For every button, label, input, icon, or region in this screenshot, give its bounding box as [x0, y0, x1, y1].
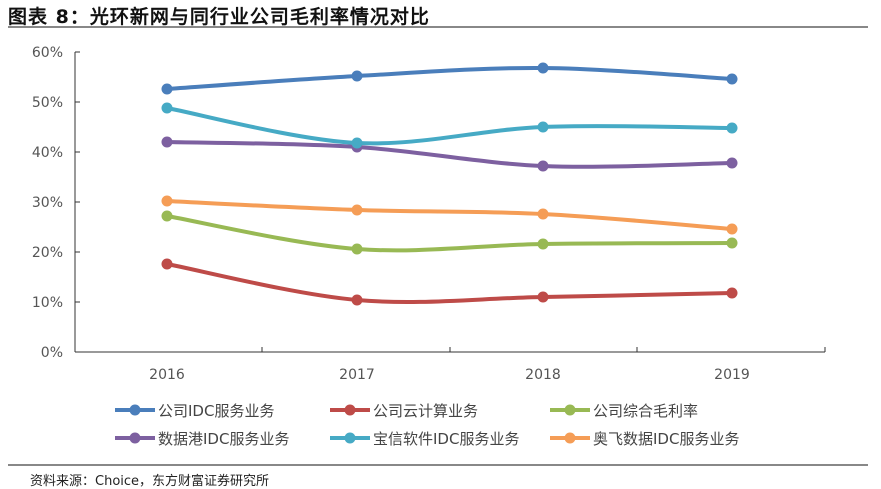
legend-marker-icon	[344, 404, 356, 416]
series-line	[166, 106, 733, 146]
series-line	[166, 262, 733, 305]
title-divider	[8, 26, 868, 28]
series-line	[166, 199, 733, 231]
data-point	[537, 62, 549, 74]
series-5	[161, 195, 738, 235]
data-point	[351, 70, 363, 82]
data-point	[726, 223, 738, 235]
data-point	[161, 83, 173, 95]
legend-item: 数据港IDC服务业务	[115, 430, 289, 448]
data-point	[726, 122, 738, 134]
data-point	[537, 208, 549, 220]
legend-item: 公司综合毛利率	[550, 402, 698, 420]
legend-item: 公司云计算业务	[330, 402, 478, 420]
legend-marker-icon	[129, 404, 141, 416]
legend-label: 公司综合毛利率	[593, 402, 698, 420]
legend-label: 奥飞数据IDC服务业务	[593, 430, 739, 448]
legend-marker-icon	[564, 432, 576, 444]
data-point	[161, 258, 173, 270]
data-point	[726, 73, 738, 85]
legend-item: 公司IDC服务业务	[115, 402, 274, 420]
data-point	[537, 121, 549, 133]
legend-item: 宝信软件IDC服务业务	[330, 430, 519, 448]
legend-label: 公司云计算业务	[373, 402, 478, 420]
series-3	[161, 136, 738, 172]
data-point	[161, 195, 173, 207]
legend-marker-icon	[129, 432, 141, 444]
y-tick-label: 30%	[32, 195, 63, 211]
legend-label: 数据港IDC服务业务	[158, 430, 289, 448]
data-point	[726, 287, 738, 299]
series-line	[166, 65, 733, 91]
y-tick-label: 40%	[32, 145, 63, 161]
y-tick-label: 50%	[32, 95, 63, 111]
source-note: 资料来源：Choice，东方财富证券研究所	[30, 474, 270, 489]
x-tick-label: 2017	[339, 367, 375, 383]
y-tick-label: 0%	[41, 345, 63, 361]
data-point	[351, 204, 363, 216]
data-point	[351, 294, 363, 306]
data-point	[161, 102, 173, 114]
footer-divider	[8, 464, 868, 466]
figure-title: 图表 8：光环新网与同行业公司毛利率情况对比	[8, 6, 430, 28]
series-line	[166, 140, 733, 169]
data-point	[537, 160, 549, 172]
data-point	[351, 137, 363, 149]
data-point	[726, 237, 738, 249]
legend-marker-icon	[564, 404, 576, 416]
data-point	[537, 291, 549, 303]
series-0	[161, 62, 738, 95]
y-tick-label: 20%	[32, 245, 63, 261]
x-tick-label: 2016	[149, 367, 185, 383]
legend-marker-icon	[344, 432, 356, 444]
series-4	[161, 102, 738, 149]
legend-label: 公司IDC服务业务	[158, 402, 274, 420]
data-point	[726, 157, 738, 169]
data-point	[161, 210, 173, 222]
series-2	[161, 210, 738, 255]
data-point	[351, 243, 363, 255]
y-tick-label: 10%	[32, 295, 63, 311]
series-1	[161, 258, 738, 306]
series-line	[166, 214, 733, 253]
data-point	[161, 136, 173, 148]
x-tick-label: 2018	[525, 367, 561, 383]
data-point	[537, 238, 549, 250]
x-tick-label: 2019	[714, 367, 750, 383]
legend-label: 宝信软件IDC服务业务	[373, 430, 519, 448]
legend-item: 奥飞数据IDC服务业务	[550, 430, 739, 448]
y-tick-label: 60%	[32, 45, 63, 61]
